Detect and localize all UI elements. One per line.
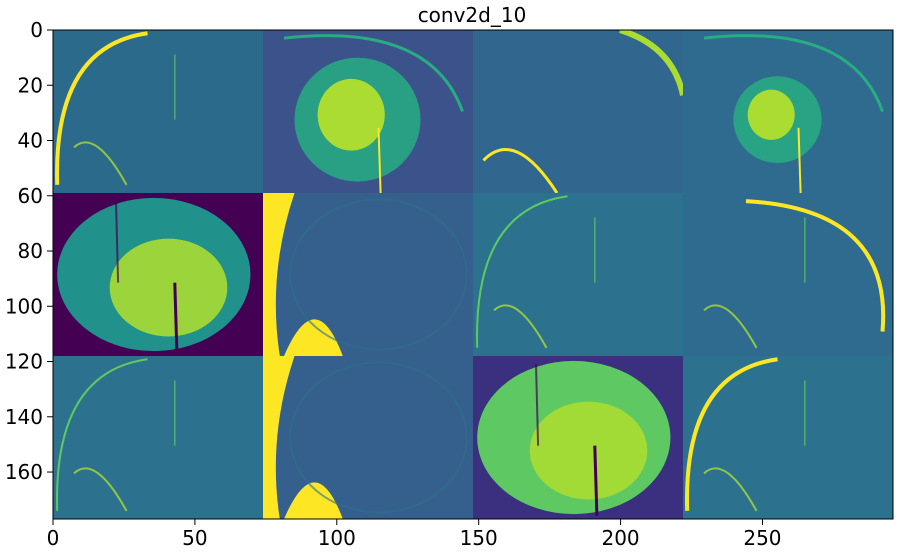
x-tick-label: 100 bbox=[318, 526, 356, 550]
arc-top-mark bbox=[619, 30, 686, 96]
arc-mark bbox=[56, 358, 148, 511]
arc-inner bbox=[703, 304, 758, 349]
blob-line bbox=[377, 127, 382, 194]
tile-bg bbox=[263, 356, 473, 519]
y-tick-label: 20 bbox=[18, 73, 43, 97]
tile-r3c3 bbox=[473, 356, 683, 519]
x-tick-label: 50 bbox=[182, 526, 207, 550]
edge-left bbox=[263, 193, 295, 356]
arc-inner bbox=[703, 467, 758, 512]
x-tick-label: 0 bbox=[47, 526, 60, 550]
y-tick-label: 80 bbox=[18, 239, 43, 263]
disc-line bbox=[115, 201, 120, 283]
arc-mark bbox=[476, 195, 568, 348]
arc-inner bbox=[493, 304, 548, 349]
blob-core bbox=[317, 78, 385, 151]
chart-title: conv2d_10 bbox=[418, 3, 527, 27]
y-axis: 0 20 40 60 80 100 120 140 160 bbox=[5, 18, 53, 484]
edge-bottom bbox=[284, 482, 343, 519]
tile-bg bbox=[473, 193, 683, 356]
disc-core bbox=[109, 238, 228, 337]
blob-line bbox=[797, 127, 802, 194]
tile-r3c4 bbox=[683, 356, 893, 519]
x-tick-label: 250 bbox=[743, 526, 781, 550]
blob-arc bbox=[703, 34, 884, 112]
tile-bg bbox=[263, 193, 473, 356]
tile-r2c3 bbox=[473, 193, 683, 356]
y-tick-label: 160 bbox=[5, 460, 43, 484]
arc-mark bbox=[55, 31, 148, 185]
tile-r1c4 bbox=[683, 30, 893, 194]
edge-left bbox=[263, 356, 295, 519]
x-axis: 0 50 100 150 200 250 bbox=[47, 519, 782, 550]
y-tick-label: 100 bbox=[5, 294, 43, 318]
tile-r2c1 bbox=[53, 193, 263, 356]
x-tick-label: 150 bbox=[460, 526, 498, 550]
tile-r1c1 bbox=[53, 30, 263, 193]
tile-r3c1 bbox=[53, 356, 263, 519]
y-tick-label: 140 bbox=[5, 405, 43, 429]
edge-bottom bbox=[284, 319, 343, 356]
y-tick-label: 120 bbox=[5, 350, 43, 374]
tile-bg bbox=[53, 356, 263, 519]
y-tick-label: 40 bbox=[18, 129, 43, 153]
disc-crack bbox=[593, 445, 599, 516]
arc-corner-mark bbox=[482, 148, 559, 194]
x-tick-label: 200 bbox=[601, 526, 639, 550]
arc-mark bbox=[745, 199, 886, 332]
plot-area bbox=[53, 30, 893, 519]
disc-core bbox=[529, 401, 648, 500]
tile-bg bbox=[473, 30, 683, 193]
tile-r1c2 bbox=[263, 30, 473, 194]
blob-arc bbox=[283, 34, 464, 112]
arc-mark bbox=[685, 357, 778, 511]
disc-crack bbox=[173, 282, 179, 353]
edge-ring bbox=[289, 198, 468, 351]
y-tick-label: 0 bbox=[30, 18, 43, 42]
disc-line bbox=[535, 364, 540, 446]
plot-frame bbox=[52, 29, 894, 520]
tile-r3c2 bbox=[263, 356, 473, 519]
arc-inner bbox=[73, 467, 128, 512]
blob-core bbox=[747, 89, 795, 140]
tile-bg bbox=[53, 30, 263, 193]
arc-inner bbox=[73, 141, 128, 186]
tile-r1c3 bbox=[473, 30, 686, 194]
tile-bg bbox=[683, 193, 893, 356]
tile-r2c4 bbox=[683, 193, 893, 356]
tile-bg bbox=[683, 356, 893, 519]
tile-r2c2 bbox=[263, 193, 473, 356]
edge-ring bbox=[289, 361, 468, 514]
y-tick-label: 60 bbox=[18, 184, 43, 208]
